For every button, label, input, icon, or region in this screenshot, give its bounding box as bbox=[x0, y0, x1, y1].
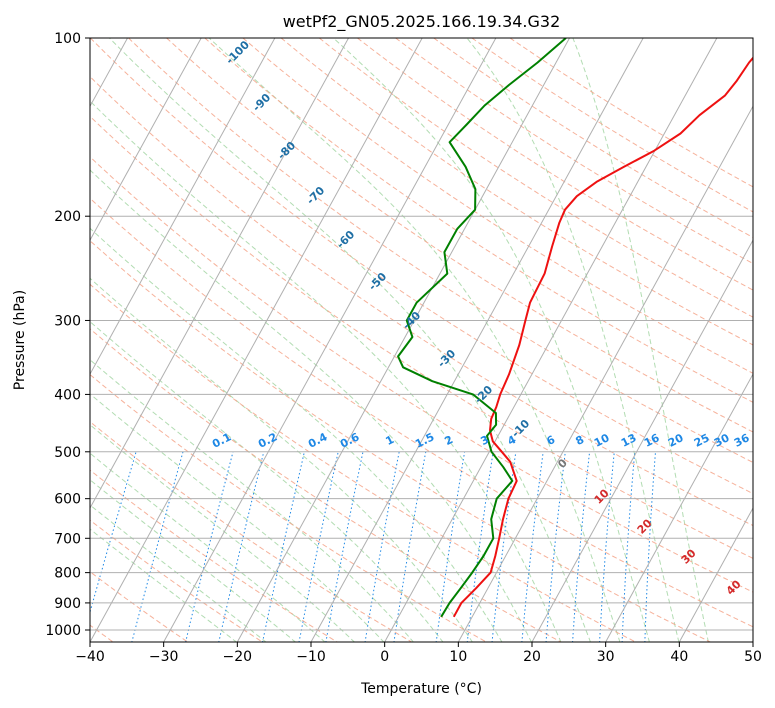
mixing-ratio-label: 10 bbox=[592, 431, 612, 450]
isotherm-line bbox=[90, 38, 202, 242]
dry-adiabat bbox=[90, 328, 563, 642]
dry-adiabat bbox=[90, 373, 488, 642]
moist-adiabat bbox=[466, 38, 680, 642]
isotherm-line bbox=[90, 38, 423, 642]
isotherm-line bbox=[90, 38, 349, 510]
x-tick-label: −20 bbox=[223, 649, 253, 665]
x-axis-label: Temperature (°C) bbox=[360, 681, 482, 697]
mixing-ratio-line bbox=[572, 451, 591, 642]
moist-adiabat bbox=[109, 38, 591, 642]
moist-adiabat bbox=[90, 320, 444, 642]
y-axis-label: Pressure (hPa) bbox=[12, 290, 28, 390]
moist-adiabat bbox=[90, 528, 238, 642]
x-tick-label: −10 bbox=[296, 649, 326, 665]
isotherm-line bbox=[384, 38, 718, 642]
dry-adiabat bbox=[90, 240, 712, 642]
mixing-ratio-line bbox=[393, 451, 427, 642]
isotherm-line bbox=[236, 38, 570, 642]
moist-adiabat bbox=[90, 277, 474, 642]
dry-adiabat bbox=[166, 38, 753, 433]
moist-adiabat bbox=[90, 424, 356, 642]
y-tick-label: 400 bbox=[54, 387, 81, 403]
isotherm-line bbox=[457, 105, 753, 642]
dry-adiabat bbox=[90, 38, 753, 495]
dry-adiabat bbox=[318, 38, 753, 318]
mixing-ratio-line bbox=[521, 451, 544, 642]
mixing-ratio-line bbox=[545, 451, 566, 642]
moist-adiabat bbox=[90, 504, 267, 642]
mixing-ratio-line bbox=[185, 451, 234, 642]
profile-series bbox=[397, 38, 753, 618]
mixing-ratio-line bbox=[90, 451, 137, 614]
x-tick-label: −30 bbox=[149, 649, 179, 665]
y-tick-label: 100 bbox=[54, 31, 81, 47]
x-tick-label: 50 bbox=[744, 649, 762, 665]
plot-frame bbox=[89, 37, 754, 643]
isotherm-line bbox=[310, 38, 644, 642]
moist-adiabat bbox=[90, 359, 415, 642]
mixing-ratio-line bbox=[218, 451, 265, 642]
isotherm-grid bbox=[90, 38, 753, 642]
x-tick-label: 40 bbox=[670, 649, 688, 665]
x-tick-label: 30 bbox=[597, 649, 615, 665]
y-tick-label: 1000 bbox=[45, 623, 81, 639]
mixing-ratio-label: 20 bbox=[666, 431, 686, 450]
mixing-ratio-line bbox=[435, 451, 466, 642]
mixing-ratio-label: 30 bbox=[712, 431, 732, 450]
y-axis: 100 200 300 400 500 600 700 800 900 1000 bbox=[45, 31, 90, 639]
isotherm-line bbox=[163, 38, 497, 642]
moist-adiabat bbox=[208, 38, 621, 642]
mixing-ratio-label: 13 bbox=[619, 431, 639, 450]
mixing-ratio-line bbox=[466, 451, 494, 642]
x-tick-label: −40 bbox=[75, 649, 105, 665]
dry-adiabat bbox=[90, 519, 264, 642]
isotherm-line bbox=[531, 239, 753, 642]
x-tick-label: 0 bbox=[380, 649, 389, 665]
moist-adiabat bbox=[333, 38, 650, 642]
dry-adiabat bbox=[280, 38, 753, 346]
mixing-ratio-label: 16 bbox=[642, 431, 662, 450]
dry-adiabat bbox=[90, 75, 753, 527]
dry-adiabat bbox=[90, 115, 753, 559]
moist-adiabat bbox=[90, 479, 297, 642]
dry-adiabat bbox=[357, 38, 753, 291]
isotherm-line bbox=[678, 507, 753, 642]
moist-adiabat bbox=[90, 227, 503, 642]
y-tick-label: 200 bbox=[54, 209, 81, 225]
y-tick-label: 600 bbox=[54, 492, 81, 508]
chart-title: wetPf2_GN05.2025.166.19.34.G32 bbox=[283, 12, 561, 32]
y-tick-label: 300 bbox=[54, 313, 81, 329]
isotherm-line bbox=[90, 38, 276, 376]
y-tick-label: 500 bbox=[54, 445, 81, 461]
y-tick-label: 900 bbox=[54, 596, 81, 612]
mixing-ratio-label: 25 bbox=[692, 431, 712, 450]
x-axis: −40 −30 −20 −10 0 10 20 30 40 50 bbox=[75, 642, 762, 665]
moist-adiabat bbox=[90, 169, 533, 642]
x-tick-label: 10 bbox=[449, 649, 467, 665]
temperature-profile-line bbox=[452, 56, 753, 618]
pressure-grid bbox=[90, 38, 753, 631]
y-tick-label: 700 bbox=[54, 531, 81, 547]
y-tick-label: 800 bbox=[54, 566, 81, 582]
x-tick-label: 20 bbox=[523, 649, 541, 665]
isotherm-line bbox=[605, 373, 753, 642]
mixing-ratio-label: 36 bbox=[732, 431, 752, 450]
dry-adiabat bbox=[90, 197, 753, 628]
dewpoint-profile-line bbox=[397, 38, 567, 618]
dry-adiabat bbox=[90, 469, 339, 642]
moist-adiabat bbox=[90, 452, 326, 642]
